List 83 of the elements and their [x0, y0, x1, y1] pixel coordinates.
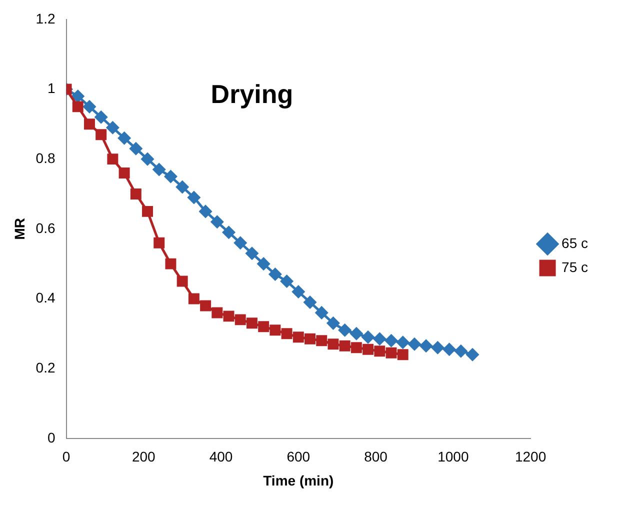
- point: [304, 296, 316, 308]
- point: [408, 338, 421, 350]
- point: [141, 152, 154, 166]
- point: [234, 236, 247, 250]
- point: [188, 191, 200, 204]
- point: [246, 318, 258, 329]
- point: [350, 327, 363, 340]
- point: [270, 324, 281, 336]
- point: [72, 101, 84, 112]
- x-tick-label: 0: [62, 448, 70, 465]
- point: [454, 344, 468, 358]
- point: [362, 330, 374, 344]
- point: [72, 90, 84, 102]
- x-tick-label: 1000: [438, 448, 469, 465]
- point: [210, 216, 224, 228]
- point: [292, 286, 305, 298]
- point: [397, 349, 408, 360]
- point: [176, 276, 188, 287]
- x-tick-label: 600: [286, 448, 310, 465]
- point: [199, 205, 212, 218]
- point: [165, 258, 176, 270]
- point: [94, 110, 108, 124]
- y-tick-label: 0.6: [36, 220, 56, 236]
- y-tick-label: 0.4: [36, 290, 56, 306]
- legend-label: 75 c: [562, 258, 588, 275]
- point: [280, 275, 294, 288]
- point: [374, 346, 386, 357]
- point: [281, 328, 292, 340]
- point: [154, 237, 165, 248]
- y-tick-label: 0.8: [36, 150, 56, 166]
- point: [106, 121, 119, 134]
- point: [268, 268, 282, 281]
- point: [152, 163, 166, 176]
- y-tick-label: 1.2: [36, 10, 56, 26]
- point: [83, 100, 96, 113]
- point: [164, 170, 177, 183]
- point: [107, 154, 118, 165]
- point: [466, 348, 479, 361]
- legend-label: 65 c: [562, 234, 588, 251]
- point: [188, 293, 200, 304]
- point: [362, 344, 374, 355]
- x-tick-label: 1200: [514, 448, 546, 465]
- point: [420, 340, 432, 352]
- point: [328, 338, 339, 350]
- point: [386, 347, 397, 358]
- point: [350, 342, 362, 354]
- point: [431, 341, 444, 354]
- point: [338, 324, 352, 336]
- point: [339, 340, 350, 352]
- x-tick-label: 200: [132, 448, 156, 465]
- point: [304, 333, 316, 344]
- point: [316, 335, 328, 346]
- point: [84, 118, 95, 130]
- point: [326, 316, 340, 330]
- point: [130, 142, 142, 155]
- point: [373, 332, 386, 346]
- point: [443, 343, 456, 356]
- y-axis-title: MR: [11, 218, 28, 240]
- text: Drying: [210, 79, 294, 110]
- x-axis-title: Time (min): [263, 472, 334, 488]
- point: [118, 168, 130, 179]
- point: [96, 129, 107, 140]
- point: [176, 180, 189, 194]
- point: [257, 258, 270, 270]
- point: [200, 300, 212, 312]
- point: [315, 306, 328, 319]
- x-tick-label: 400: [209, 448, 233, 465]
- point: [246, 247, 258, 260]
- point: [223, 310, 234, 322]
- point: [118, 132, 131, 144]
- point: [396, 336, 410, 349]
- y-tick-label: 0.2: [36, 359, 56, 376]
- point: [222, 226, 236, 239]
- point: [385, 334, 398, 347]
- y-tick-label: 1: [47, 80, 56, 96]
- point: [292, 332, 304, 343]
- y-tick-label: 0: [47, 429, 56, 446]
- point: [130, 188, 142, 200]
- x-tick-label: 800: [364, 448, 388, 465]
- point: [212, 307, 223, 318]
- point: [142, 206, 154, 217]
- point: [258, 321, 270, 332]
- point: [234, 314, 246, 326]
